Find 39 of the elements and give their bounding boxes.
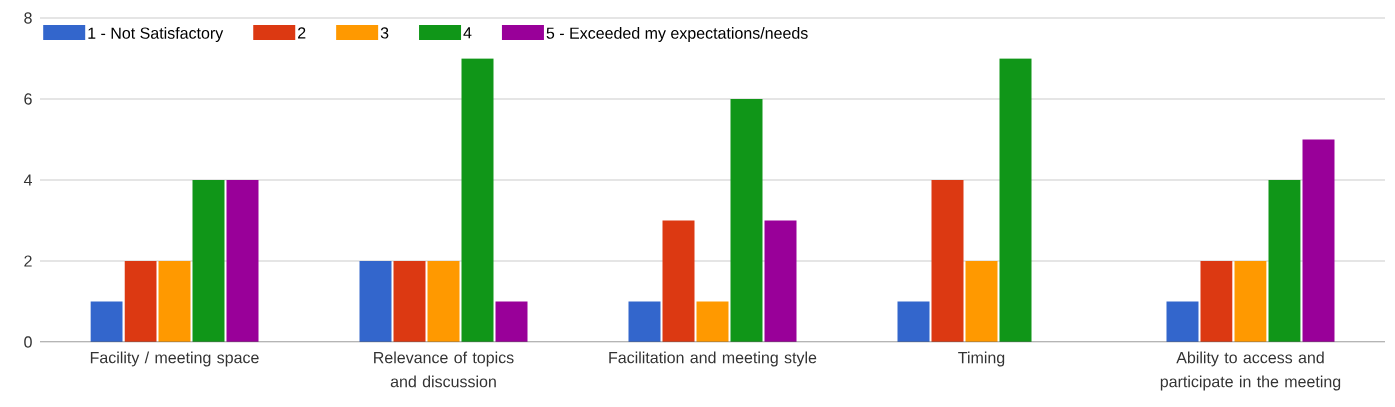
x-tick-label: Relevance of topics and discussion — [374, 351, 514, 388]
bar — [192, 180, 225, 342]
bar — [359, 261, 392, 342]
legend-label: 5 - Exceeded my expectations/needs — [546, 27, 808, 42]
bar — [461, 58, 494, 342]
bar — [393, 261, 426, 342]
bar — [1302, 139, 1335, 342]
bar — [662, 220, 695, 342]
x-tick-label: Facilitation and meeting style — [609, 351, 817, 367]
bar — [1268, 180, 1301, 342]
x-tick-label: Timing — [958, 351, 1005, 367]
y-tick-label: 2 — [24, 255, 32, 267]
bar — [965, 261, 998, 342]
legend-label: 3 — [380, 27, 389, 39]
bar — [1166, 301, 1199, 342]
bar — [427, 261, 460, 342]
y-tick-label: 0 — [24, 336, 32, 348]
bar — [628, 301, 661, 342]
bar — [730, 99, 763, 342]
bar — [226, 180, 259, 342]
x-tick-label: Ability to access and participate in the meeting — [1160, 351, 1341, 391]
legend-label: 2 — [298, 27, 306, 39]
legend-label: 4 — [463, 27, 472, 39]
x-tick-label: Facility / meeting space — [90, 351, 259, 367]
y-tick-label: 6 — [24, 93, 32, 105]
y-tick-label: 8 — [24, 12, 32, 24]
bar — [1234, 261, 1267, 342]
bar — [999, 58, 1032, 342]
y-tick-label: 4 — [23, 174, 32, 186]
bar — [897, 301, 930, 342]
bar — [158, 261, 191, 342]
bar — [764, 220, 797, 342]
bar — [931, 180, 964, 342]
bar — [1200, 261, 1233, 342]
bar — [495, 301, 528, 342]
legend-label: 1 - Not Satisfactory — [88, 27, 224, 42]
bar — [696, 301, 729, 342]
bar — [90, 301, 123, 342]
bar — [124, 261, 157, 342]
